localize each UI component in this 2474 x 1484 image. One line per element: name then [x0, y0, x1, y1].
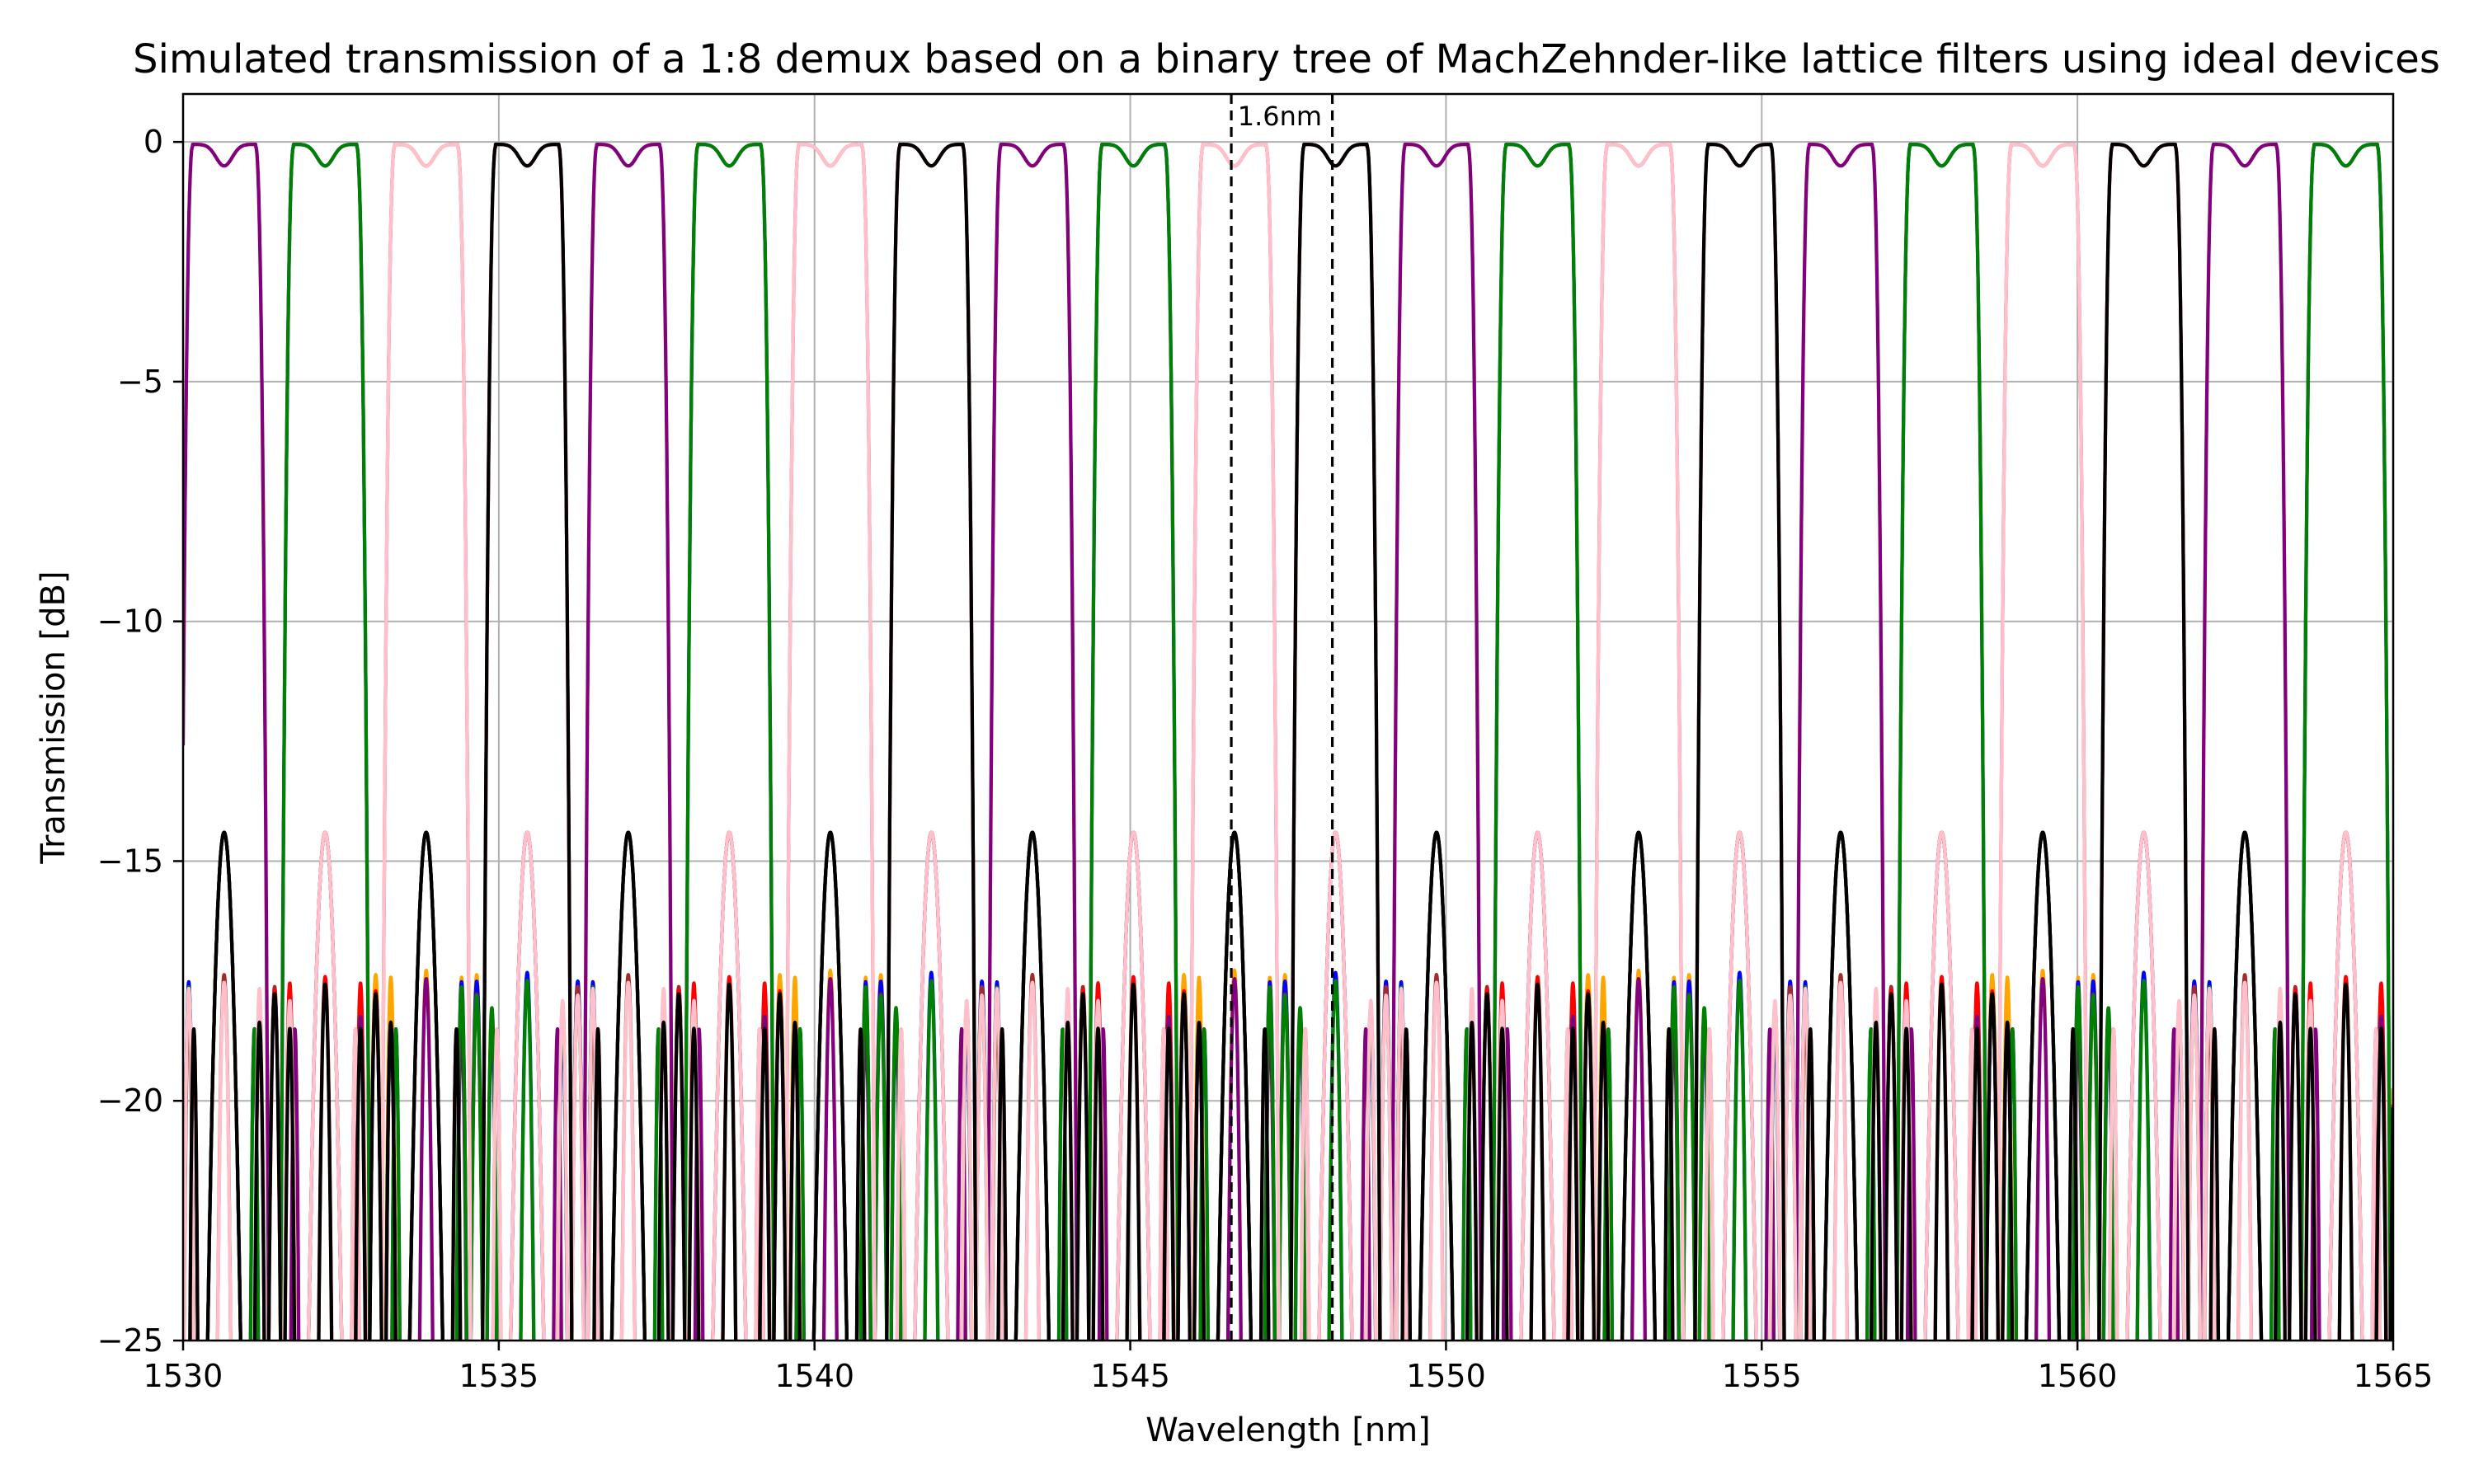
x-tick-label: 1535 [459, 1358, 539, 1394]
y-tick-label: 0 [143, 124, 163, 160]
series-line-3 [183, 143, 2382, 1341]
x-tick-label: 1555 [1722, 1358, 1802, 1394]
series-line-2 [183, 143, 2392, 1341]
y-tick-label: −25 [97, 1322, 163, 1359]
chart-title: Simulated transmission of a 1:8 demux ba… [133, 36, 2440, 82]
x-tick-label: 1545 [1090, 1358, 1170, 1394]
annotations: 1.6nm [1230, 94, 1334, 1341]
x-tick-label: 1560 [2038, 1358, 2118, 1394]
x-tick-label: 1550 [1406, 1358, 1486, 1394]
y-axis: 0 −5 −10 −15 −20 −25 [97, 124, 183, 1359]
series-line-1 [183, 143, 2393, 1341]
y-tick-label: −20 [97, 1082, 163, 1119]
series-line-7 [183, 143, 2382, 1341]
y-tick-label: −15 [97, 843, 163, 879]
y-tick-label: −10 [97, 603, 163, 640]
y-tick-label: −5 [117, 364, 163, 400]
y-axis-label: Transmission [dB] [35, 571, 73, 864]
x-axis: 1530 1535 1540 1545 1550 1555 1560 1565 [143, 1341, 2434, 1394]
spacing-annotation: 1.6nm [1238, 101, 1322, 132]
series-lines [183, 143, 2393, 1341]
x-axis-label: Wavelength [nm] [1145, 1411, 1431, 1449]
plot-frame [181, 92, 2395, 1342]
x-tick-label: 1530 [143, 1358, 223, 1394]
series-line-4 [188, 143, 2393, 1341]
x-tick-label: 1540 [774, 1358, 854, 1394]
series-line-5 [183, 143, 2393, 1341]
series-line-8 [188, 143, 2393, 1341]
series-line-6 [183, 143, 2392, 1341]
x-tick-label: 1565 [2354, 1358, 2434, 1394]
